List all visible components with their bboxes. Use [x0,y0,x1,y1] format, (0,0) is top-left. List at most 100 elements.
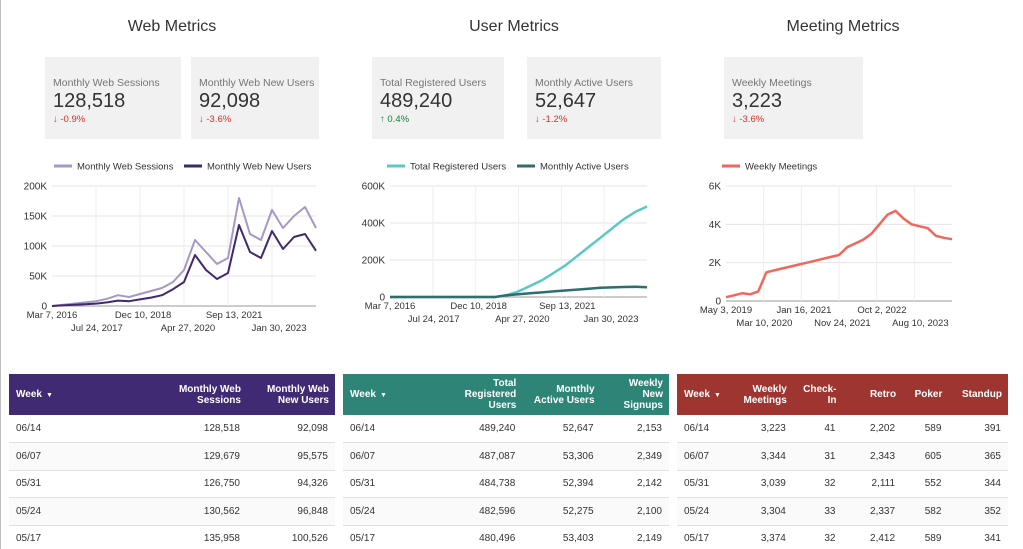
table-cell: 05/24 [677,497,737,526]
column-header-week[interactable]: Week ▼ [16,388,53,400]
table-cell: 52,647 [522,415,601,443]
meeting-metrics-table: Week ▼ Weekly Meetings Check-In Retro Poker St… [677,374,1008,549]
column-header[interactable]: Monthly Web Sessions [178,383,241,406]
x-tick-label: Jan 16, 2021 [777,305,832,316]
column-header-week[interactable]: Week ▼ [684,388,721,400]
table-cell: 05/31 [677,470,737,498]
column-header-week[interactable]: Week ▼ [350,388,387,400]
column-header[interactable]: Standup [962,389,1002,400]
meeting-metrics-title: Meeting Metrics [786,18,900,35]
table-cell: 2,349 [600,442,669,471]
scorecard-delta: ↓ -3.6% [199,114,232,125]
x-tick-label: Jul 24, 2017 [408,314,460,325]
table-cell: 06/07 [343,442,445,471]
y-tick-label: 0 [379,293,385,304]
table-cell: 53,403 [522,525,601,549]
column-header[interactable]: Monthly Active Users [533,383,595,406]
table-cell: 05/17 [343,525,445,549]
column-header[interactable]: Check-In [803,383,837,406]
table-cell: 05/24 [343,497,445,526]
arrow-down-icon: ↓ [53,114,58,125]
x-tick-label: Jan 30, 2023 [252,323,307,334]
legend-label[interactable]: Weekly Meetings [745,162,817,173]
table-cell: 31 [792,442,843,471]
sort-down-icon[interactable]: ▼ [45,391,53,399]
table-cell: 2,100 [600,497,669,526]
x-tick-label: Jul 24, 2017 [71,323,123,334]
sort-down-icon[interactable]: ▼ [713,391,721,399]
table-cell: 582 [902,497,949,526]
user-metrics-table: Week ▼ Total Registered Users Monthly Activ… [343,374,669,549]
table-cell: 391 [948,415,1008,443]
table-cell: 135,958 [158,525,247,549]
scorecard-web-sessions: Monthly Web Sessions 128,518 ↓ -0.9% [45,57,181,139]
scorecard-label: Total Registered Users [380,77,487,89]
column-header[interactable]: Retro [869,389,897,400]
table-cell: 129,679 [158,442,247,471]
table-cell: 341 [948,525,1008,549]
meeting-metrics-chart: Weekly Meetings 0 2K 4K 6K May 3, 2019 Jan 16,… [700,162,953,329]
scorecard-active-users: Monthly Active Users 52,647 ↓ -1.2% [527,57,661,139]
y-tick-label: 400K [362,219,386,230]
x-tick-label: Apr 27, 2020 [495,314,549,325]
table-header-row: Week ▼ Total Registered Users Monthly Activ… [343,374,669,415]
table-cell: 41 [792,415,843,443]
x-tick-label: Sep 13, 2021 [206,310,263,321]
table-row: 05/24 130,562 96,848 [9,497,335,526]
table-row: 06/14 128,518 92,098 [9,415,335,443]
y-tick-label: 100K [24,242,48,253]
scorecard-delta: ↓ -1.2% [535,114,568,125]
y-tick-label: 200K [24,182,48,193]
table-row: 05/31 484,738 52,394 2,142 [343,470,669,498]
table-cell: 3,039 [736,470,793,498]
table-cell: 32 [792,525,843,549]
table-header-row: Week ▼ Monthly Web Sessions Monthly Web New… [9,374,335,415]
table-row: 06/07 129,679 95,575 [9,442,335,471]
column-header[interactable]: Weekly Meetings [743,383,787,406]
table-cell: 3,223 [736,415,793,443]
x-tick-label: Dec 10, 2018 [115,310,172,321]
table-cell: 3,374 [736,525,793,549]
x-tick-label: Nov 24, 2021 [814,318,871,329]
series-line-1[interactable] [390,285,648,299]
legend-label[interactable]: Total Registered Users [410,162,506,173]
table-cell: 100,526 [246,525,335,549]
table-row: 06/14 489,240 52,647 2,153 [343,415,669,443]
scorecard-delta: ↓ -3.6% [732,114,765,125]
table-cell: 06/07 [677,442,737,471]
arrow-down-icon: ↓ [732,114,737,125]
scorecard-value: 3,223 [732,90,783,112]
table-cell: 489,240 [444,415,523,443]
x-tick-label: Mar 10, 2020 [736,318,792,329]
legend-label[interactable]: Monthly Active Users [540,162,629,173]
table-cell: 2,149 [600,525,669,549]
table-cell: 06/14 [9,415,159,443]
scorecard-registered-users: Total Registered Users 489,240 ↑ 0.4% [372,57,504,139]
scorecard-label: Monthly Web New Users [199,77,315,89]
x-tick-label: Oct 2, 2022 [857,305,906,316]
column-header[interactable]: Weekly New Signups [623,378,663,411]
series-line-0[interactable] [725,209,953,299]
column-header[interactable]: Total Registered Users [464,378,517,411]
x-tick-label: Mar 7, 2016 [27,310,78,321]
legend-label[interactable]: Monthly Web Sessions [77,162,174,173]
scorecard-value: 489,240 [380,90,453,112]
table-row: 06/07 487,087 53,306 2,349 [343,442,669,471]
scorecard-value: 92,098 [199,90,261,112]
column-header[interactable]: Monthly Web New Users [266,383,329,406]
column-header[interactable]: Poker [914,389,943,400]
sort-down-icon[interactable]: ▼ [379,391,387,399]
x-tick-label: Jan 30, 2023 [584,314,639,325]
series-line-0[interactable] [51,197,317,307]
legend-label[interactable]: Monthly Web New Users [207,162,312,173]
table-row: 06/07 3,344 31 2,343 605 365 [677,442,1008,471]
y-tick-label: 6K [709,182,722,193]
y-tick-label: 2K [709,258,722,269]
web-metrics-chart: Monthly Web Sessions Monthly Web New User… [24,162,317,334]
scorecard-label: Monthly Web Sessions [53,77,160,89]
user-metrics-chart: Total Registered Users Monthly Active Use… [362,162,648,325]
page-left-border [0,0,1,549]
series-line-1[interactable] [51,224,317,307]
table-cell: 130,562 [158,497,247,526]
table-cell: 2,142 [600,470,669,498]
